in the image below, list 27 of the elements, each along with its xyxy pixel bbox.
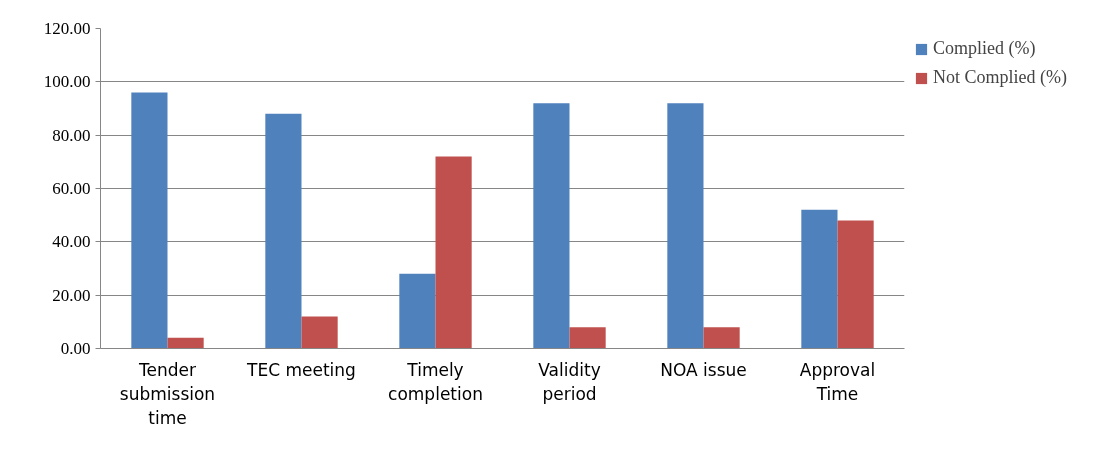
bar bbox=[131, 92, 168, 349]
x-tick-label: Tender submission time bbox=[119, 359, 216, 428]
y-tick-label: 60.00 bbox=[52, 179, 91, 198]
bar bbox=[837, 220, 874, 349]
bar bbox=[667, 103, 704, 349]
bar bbox=[399, 273, 436, 349]
y-tick-label: 80.00 bbox=[52, 125, 91, 145]
y-tick-label: 40.00 bbox=[52, 232, 91, 252]
bar bbox=[167, 337, 204, 349]
y-tick-label: 100.00 bbox=[43, 72, 91, 92]
legend-label: Complied (%) bbox=[933, 38, 1036, 59]
y-tick-label: 20.00 bbox=[52, 285, 91, 305]
y-tick-label: 0.00 bbox=[60, 339, 91, 358]
bar bbox=[301, 316, 338, 349]
x-tick-label: NOA issue bbox=[660, 359, 747, 380]
bar bbox=[533, 103, 570, 349]
x-tick-label: Validity period bbox=[538, 359, 601, 404]
legend-label: Not Complied (%) bbox=[933, 67, 1067, 88]
x-tick-label: Approval Time bbox=[799, 359, 876, 404]
x-tick-label: Timely completion bbox=[388, 359, 483, 404]
bar bbox=[265, 113, 302, 349]
y-tick-label: 120.00 bbox=[43, 19, 91, 38]
bar bbox=[435, 156, 472, 349]
x-tick-label: TEC meeting bbox=[246, 359, 356, 380]
bar bbox=[703, 327, 740, 349]
bar bbox=[801, 209, 838, 349]
bar bbox=[569, 327, 606, 349]
